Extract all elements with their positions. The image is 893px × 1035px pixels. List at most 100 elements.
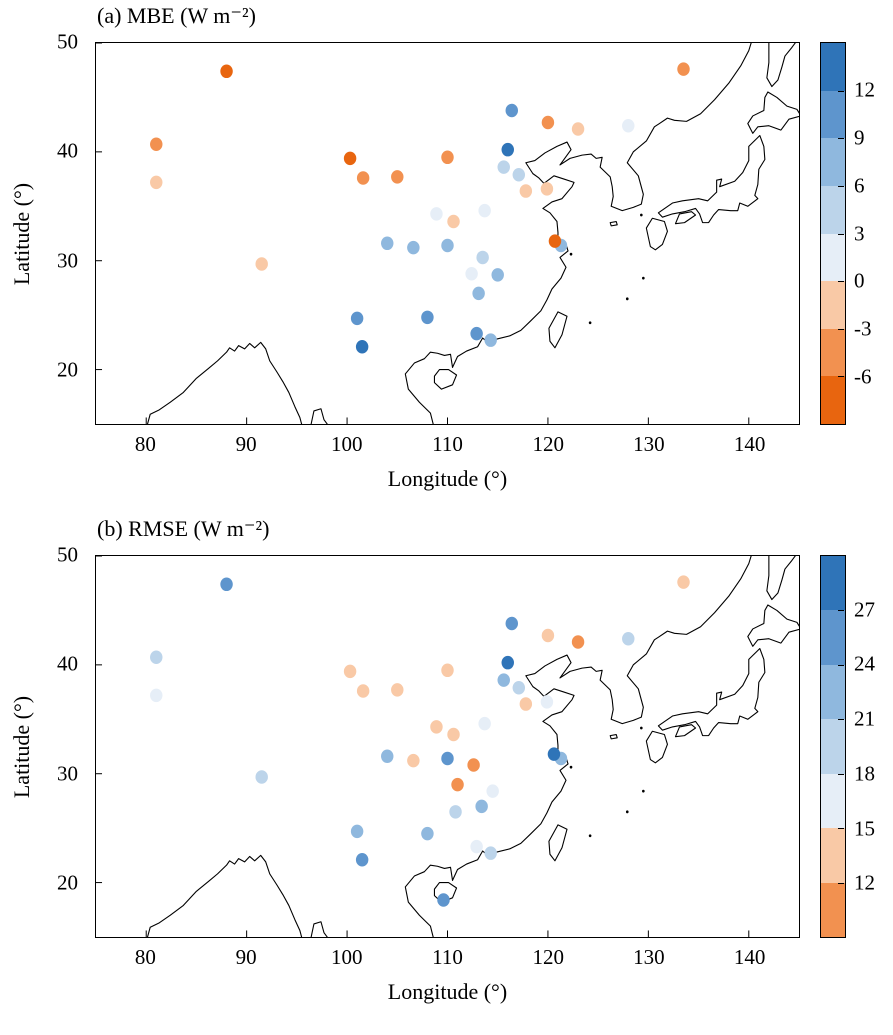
coastline	[311, 922, 328, 937]
scatter-point	[255, 770, 268, 784]
scatter-point	[355, 852, 369, 867]
scatter-point	[540, 695, 554, 709]
panel-a-map-canvas	[96, 43, 799, 424]
colorbar-tick-label: 24	[854, 651, 875, 676]
colorbar-tick-mark	[838, 664, 844, 666]
scatter-point	[677, 62, 690, 76]
y-tick-label: 30	[57, 248, 78, 273]
coastline	[434, 370, 456, 390]
scatter-point	[501, 655, 514, 670]
panel-a-map-plot	[95, 42, 800, 425]
coastline	[767, 43, 796, 87]
scatter-point	[421, 826, 434, 841]
colorbar-tick-label: 3	[854, 221, 865, 245]
scatter-point	[505, 616, 519, 631]
colorbar-segment	[821, 664, 845, 720]
colorbar-tick-mark	[838, 610, 844, 612]
colorbar-tick-mark	[838, 719, 844, 721]
scatter-point	[430, 720, 443, 734]
scatter-point	[478, 203, 491, 218]
colorbar-tick-label: 18	[854, 761, 875, 786]
colorbar-tick-mark	[838, 281, 844, 283]
colorbar-tick-label: 9	[854, 125, 865, 150]
scatter-point	[437, 893, 450, 907]
scatter-point	[150, 175, 163, 190]
colorbar-tick-label: 12	[854, 870, 875, 895]
scatter-point	[441, 663, 454, 678]
x-tick-label: 130	[633, 945, 665, 969]
colorbar-segment	[821, 610, 845, 665]
scatter-point	[541, 115, 555, 130]
scatter-point	[407, 753, 420, 768]
scatter-point	[571, 635, 585, 649]
island-dot	[625, 297, 629, 301]
panel-b-title: (b) RMSE (W m⁻²)	[97, 516, 270, 541]
scatter-point	[467, 758, 480, 772]
scatter-point	[484, 846, 497, 860]
scatter-point	[486, 784, 499, 798]
scatter-point	[512, 167, 526, 182]
colorbar-segment	[821, 328, 845, 377]
island-dot	[588, 834, 592, 838]
scatter-point	[441, 238, 454, 253]
scatter-point	[350, 824, 364, 839]
island-dot	[640, 213, 643, 217]
colorbar-segment	[821, 43, 845, 91]
scatter-point	[547, 747, 561, 761]
island-dot	[569, 765, 573, 769]
coastline	[549, 825, 567, 861]
colorbar-segment	[821, 185, 845, 234]
island-dot	[625, 810, 629, 814]
scatter-point	[447, 727, 460, 742]
scatter-point	[519, 697, 533, 711]
colorbar-segment	[821, 773, 845, 829]
scatter-point	[548, 234, 562, 248]
coastline	[434, 883, 456, 903]
colorbar-segment	[821, 882, 845, 937]
scatter-point	[540, 182, 554, 196]
panel-b-y-tick-labels: 20 30 40 50	[28, 543, 86, 938]
scatter-point	[343, 151, 357, 166]
scatter-point	[571, 122, 585, 136]
coastline	[405, 556, 751, 937]
scatter-point	[519, 184, 533, 198]
colorbar-tick-label: -6	[854, 364, 872, 389]
x-tick-label: 140	[733, 432, 766, 456]
colorbar-tick-mark	[838, 882, 844, 884]
colorbar-segment	[821, 138, 845, 186]
panel-mbe: (a) MBE (W m⁻²) Latitude (°) 20 30 40 50 80…	[0, 0, 893, 513]
panel-b-colorbar: 27 24 21 18 15 12	[820, 555, 875, 938]
coastline	[610, 735, 617, 739]
scatter-point	[622, 118, 635, 133]
scatter-point	[512, 680, 526, 695]
panel-a-x-tick-labels: 80 90 100 110 120 130 140	[95, 432, 800, 458]
colorbar-tick-mark	[838, 233, 844, 235]
colorbar-tick-label: 0	[854, 268, 865, 293]
panel-b-colorbar-bar	[820, 555, 846, 938]
coastline	[767, 556, 796, 600]
scatter-point	[381, 236, 394, 251]
scatter-point	[381, 749, 394, 764]
scatter-point	[451, 777, 464, 792]
colorbar-segment	[821, 719, 845, 774]
colorbar-segment	[821, 828, 845, 883]
y-tick-label: 30	[57, 761, 78, 786]
scatter-point	[541, 628, 555, 643]
panel-b-map-plot	[95, 555, 800, 938]
x-tick-label: 100	[331, 945, 363, 969]
scatter-point	[472, 286, 485, 301]
scatter-point	[150, 137, 163, 151]
colorbar-tick-mark	[838, 376, 844, 378]
scatter-point	[220, 577, 233, 592]
x-tick-label: 110	[432, 432, 463, 456]
coastline	[646, 218, 667, 250]
island-dot	[642, 789, 645, 793]
x-tick-label: 80	[134, 945, 156, 969]
scatter-point	[255, 257, 268, 271]
panel-rmse: (b) RMSE (W m⁻²) Latitude (°) 20 30 40 50 8…	[0, 513, 893, 1035]
colorbar-segment	[821, 556, 845, 611]
panel-b-x-tick-labels: 80 90 100 110 120 130 140	[95, 945, 800, 971]
island-dot	[588, 321, 592, 325]
colorbar-tick-mark	[838, 185, 844, 187]
